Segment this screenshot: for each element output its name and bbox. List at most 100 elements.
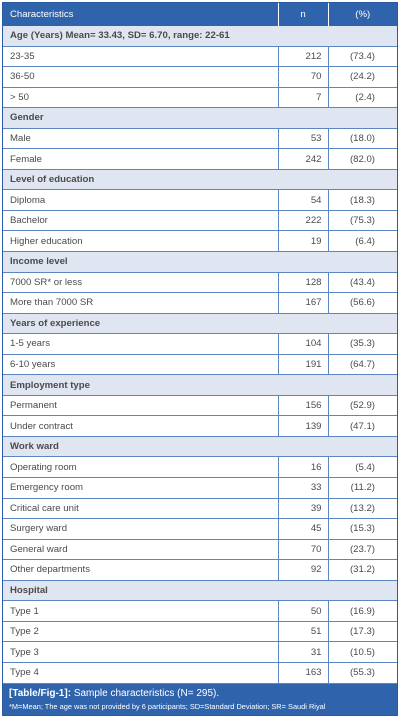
table-row: Female 242 (82.0) xyxy=(3,148,397,170)
row-percent: (10.5) xyxy=(328,641,397,663)
row-count: 39 xyxy=(278,498,329,520)
section-title: Employment type xyxy=(3,374,397,396)
row-percent: (13.2) xyxy=(328,498,397,520)
row-percent: (18.3) xyxy=(328,189,397,211)
section-title: Age (Years) Mean= 33.43, SD= 6.70, range… xyxy=(3,26,397,47)
row-percent: (82.0) xyxy=(328,148,397,170)
section-title: Gender xyxy=(3,107,397,129)
table-row: 7000 SR* or less 128 (43.4) xyxy=(3,272,397,294)
section-row: Age (Years) Mean= 33.43, SD= 6.70, range… xyxy=(3,26,397,47)
row-percent: (11.2) xyxy=(328,477,397,499)
row-label: Permanent xyxy=(3,395,279,417)
row-percent: (75.3) xyxy=(328,210,397,232)
row-label: 23-35 xyxy=(3,46,279,68)
row-percent: (23.7) xyxy=(328,539,397,561)
section-title: Years of experience xyxy=(3,313,397,335)
table-row: 1-5 years 104 (35.3) xyxy=(3,333,397,355)
section-title: Level of education xyxy=(3,169,397,191)
row-label: 36-50 xyxy=(3,66,279,88)
row-percent: (55.3) xyxy=(328,662,397,684)
table-row: Permanent 156 (52.9) xyxy=(3,395,397,417)
row-label: Operating room xyxy=(3,456,279,479)
row-percent: (5.4) xyxy=(328,456,397,479)
row-label: Emergency room xyxy=(3,477,279,499)
row-percent: (24.2) xyxy=(328,66,397,88)
table-row: More than 7000 SR 167 (56.6) xyxy=(3,292,397,314)
section-title: Hospital xyxy=(3,580,397,602)
row-count: 167 xyxy=(278,292,329,314)
row-count: 104 xyxy=(278,333,329,355)
row-label: Type 2 xyxy=(3,621,279,643)
row-count: 92 xyxy=(278,559,329,581)
row-count: 163 xyxy=(278,662,329,684)
row-percent: (6.4) xyxy=(328,230,397,253)
section-row: Gender xyxy=(3,107,397,129)
row-percent: (18.0) xyxy=(328,128,397,150)
table-row: Diploma 54 (18.3) xyxy=(3,189,397,211)
table-row: Type 4 163 (55.3) xyxy=(3,662,397,684)
row-count: 51 xyxy=(278,621,329,643)
row-count: 50 xyxy=(278,600,329,622)
row-label: 7000 SR* or less xyxy=(3,272,279,294)
header-percent: (%) xyxy=(328,3,397,26)
table-row: > 50 7 (2.4) xyxy=(3,87,397,109)
row-count: 31 xyxy=(278,641,329,663)
row-percent: (31.2) xyxy=(328,559,397,581)
table-row: Type 3 31 (10.5) xyxy=(3,641,397,663)
table-row: Type 1 50 (16.9) xyxy=(3,600,397,622)
row-label: More than 7000 SR xyxy=(3,292,279,314)
row-label: Surgery ward xyxy=(3,518,279,540)
row-label: Bachelor xyxy=(3,210,279,232)
row-label: 1-5 years xyxy=(3,333,279,355)
row-count: 16 xyxy=(278,456,329,479)
row-count: 70 xyxy=(278,539,329,561)
row-count: 53 xyxy=(278,128,329,150)
table-row: 23-35 212 (73.4) xyxy=(3,46,397,68)
section-title: Work ward xyxy=(3,436,397,458)
row-label: Type 4 xyxy=(3,662,279,684)
section-row: Years of experience xyxy=(3,313,397,335)
header-n: n xyxy=(278,3,329,26)
section-title: Income level xyxy=(3,251,397,273)
row-label: > 50 xyxy=(3,87,279,109)
row-percent: (56.6) xyxy=(328,292,397,314)
table-body: Age (Years) Mean= 33.43, SD= 6.70, range… xyxy=(3,26,397,684)
section-row: Work ward xyxy=(3,436,397,458)
row-count: 54 xyxy=(278,189,329,211)
row-percent: (47.1) xyxy=(328,415,397,437)
row-label: Critical care unit xyxy=(3,498,279,520)
row-label: Diploma xyxy=(3,189,279,211)
row-percent: (35.3) xyxy=(328,333,397,355)
row-percent: (16.9) xyxy=(328,600,397,622)
row-count: 191 xyxy=(278,354,329,376)
row-percent: (2.4) xyxy=(328,87,397,109)
row-count: 45 xyxy=(278,518,329,540)
row-count: 70 xyxy=(278,66,329,88)
table-row: Critical care unit 39 (13.2) xyxy=(3,498,397,520)
table-row: Emergency room 33 (11.2) xyxy=(3,477,397,499)
table-row: General ward 70 (23.7) xyxy=(3,539,397,561)
row-percent: (73.4) xyxy=(328,46,397,68)
row-label: Male xyxy=(3,128,279,150)
row-count: 139 xyxy=(278,415,329,437)
table-row: Male 53 (18.0) xyxy=(3,128,397,150)
table-row: Surgery ward 45 (15.3) xyxy=(3,518,397,540)
row-count: 222 xyxy=(278,210,329,232)
row-label: Type 3 xyxy=(3,641,279,663)
row-label: Female xyxy=(3,148,279,170)
table-row: Other departments 92 (31.2) xyxy=(3,559,397,581)
table-row: 36-50 70 (24.2) xyxy=(3,66,397,88)
row-count: 212 xyxy=(278,46,329,68)
row-percent: (43.4) xyxy=(328,272,397,294)
row-label: Under contract xyxy=(3,415,279,437)
table-row: Type 2 51 (17.3) xyxy=(3,621,397,643)
row-percent: (64.7) xyxy=(328,354,397,376)
section-row: Income level xyxy=(3,251,397,273)
row-percent: (52.9) xyxy=(328,395,397,417)
row-label: Higher education xyxy=(3,230,279,253)
row-count: 242 xyxy=(278,148,329,170)
row-label: Type 1 xyxy=(3,600,279,622)
row-count: 33 xyxy=(278,477,329,499)
row-percent: (15.3) xyxy=(328,518,397,540)
